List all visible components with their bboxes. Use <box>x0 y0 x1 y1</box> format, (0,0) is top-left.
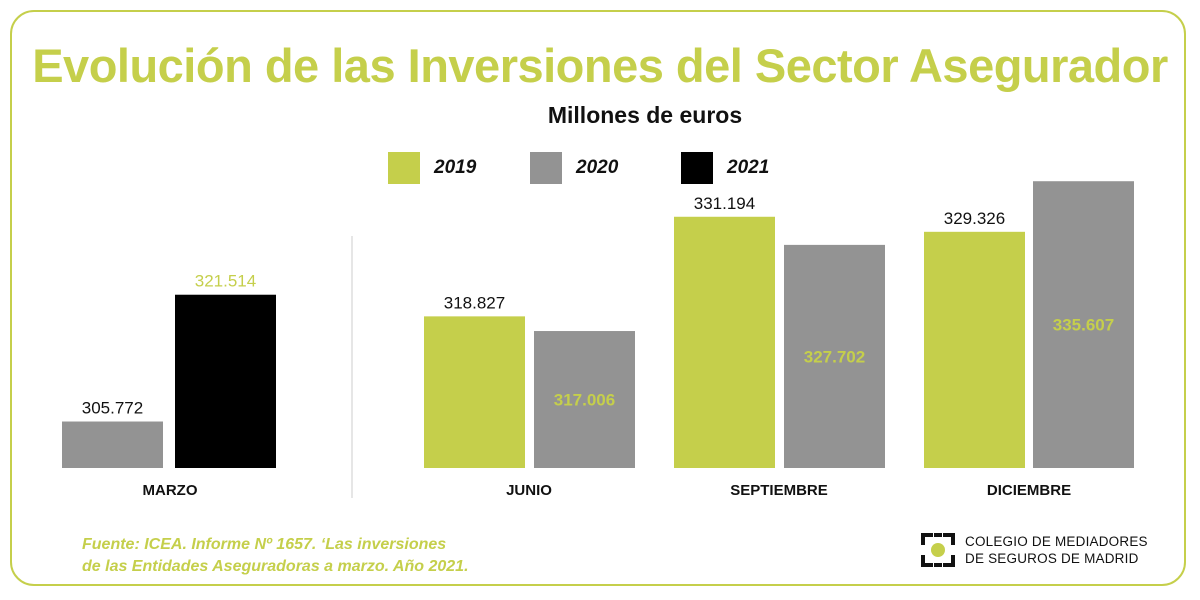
logo-text: COLEGIO DE MEDIADORES DE SEGUROS DE MADR… <box>965 533 1148 567</box>
bars-layer <box>62 181 1134 468</box>
bar-2020-septiembre <box>784 244 885 468</box>
logo-line-2: DE SEGUROS DE MADRID <box>965 551 1139 566</box>
bar-2019-junio <box>424 316 525 468</box>
data-label-2020-diciembre: 335.607 <box>1053 316 1114 335</box>
source-note: Fuente: ICEA. Informe Nº 1657. ‘Las inve… <box>82 534 469 578</box>
legend-swatch-2019 <box>388 152 420 184</box>
data-label-2019-junio: 318.827 <box>444 293 505 312</box>
data-label-2019-septiembre: 331.194 <box>694 194 755 213</box>
labels-layer: 318.827 331.194 329.326 305.772 317.006 327.7… <box>82 194 1114 499</box>
legend-label-2020: 2020 <box>576 157 619 178</box>
data-label-2020-junio: 317.006 <box>554 391 615 410</box>
source-line-1: Fuente: ICEA. Informe Nº 1657. ‘Las inve… <box>82 536 447 553</box>
bar-2019-diciembre <box>924 231 1025 468</box>
logo-mark-icon <box>921 533 955 567</box>
data-label-2020-marzo: 305.772 <box>82 399 143 418</box>
bar-2020-junio <box>534 331 635 468</box>
legend-item-2021: 2021 <box>681 152 769 184</box>
data-label-2019-diciembre: 329.326 <box>944 209 1005 228</box>
bar-2020-diciembre <box>1033 181 1134 468</box>
legend-item-2020: 2020 <box>530 152 618 184</box>
data-label-2020-septiembre: 327.702 <box>804 347 865 366</box>
data-label-2021-marzo: 321.514 <box>195 272 256 291</box>
logo-line-1: COLEGIO DE MEDIADORES <box>965 534 1148 549</box>
chart-frame <box>10 10 1186 586</box>
category-label-marzo: MARZO <box>143 482 198 499</box>
legend-item-2019: 2019 <box>388 152 476 184</box>
category-label-diciembre: DICIEMBRE <box>987 482 1071 499</box>
legend-label-2019: 2019 <box>434 157 477 178</box>
legend-swatch-2021 <box>681 152 713 184</box>
legend-label-2021: 2021 <box>727 157 770 178</box>
bar-2020-marzo <box>62 421 163 468</box>
legend-swatch-2020 <box>530 152 562 184</box>
category-label-septiembre: SEPTIEMBRE <box>730 482 828 499</box>
organization-logo: COLEGIO DE MEDIADORES DE SEGUROS DE MADR… <box>921 533 1148 567</box>
chart-subtitle: Millones de euros <box>547 102 743 128</box>
bar-2021-marzo <box>175 294 276 468</box>
chart-title: Evolución de las Inversiones del Sector … <box>32 39 1168 92</box>
category-label-junio: JUNIO <box>506 482 552 499</box>
source-line-2: de las Entidades Aseguradoras a marzo. A… <box>82 558 469 575</box>
bar-2019-septiembre <box>674 216 775 468</box>
